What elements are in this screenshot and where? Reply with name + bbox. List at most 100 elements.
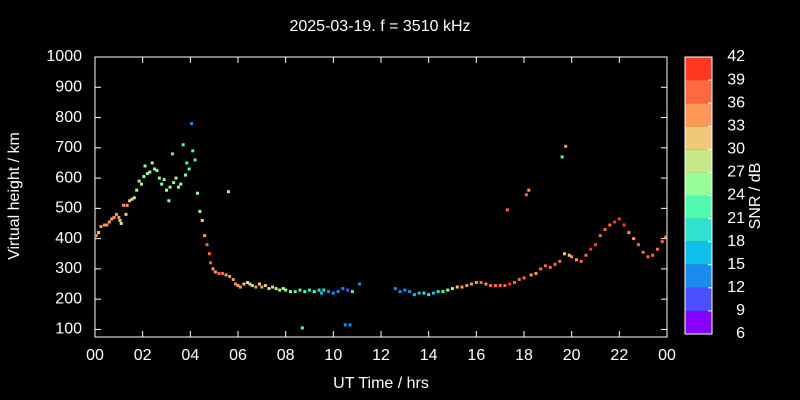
data-point [308, 288, 311, 292]
data-point [341, 287, 345, 291]
data-point [431, 291, 435, 295]
data-point [117, 215, 121, 219]
data-point [474, 281, 478, 285]
data-point [213, 270, 217, 274]
data-point [403, 288, 407, 292]
data-point [484, 282, 488, 286]
data-point [184, 173, 188, 177]
data-point [234, 282, 238, 286]
data-point [632, 237, 636, 241]
data-point [145, 172, 149, 176]
colorbar-tick-label: 12 [727, 279, 745, 296]
data-point [105, 223, 109, 227]
data-point [281, 287, 285, 291]
data-point [503, 284, 507, 288]
data-point [505, 208, 509, 212]
data-point [563, 252, 567, 256]
data-point [441, 290, 445, 294]
data-point [539, 267, 543, 271]
data-point [470, 282, 474, 286]
data-point [118, 218, 122, 222]
data-point [636, 243, 640, 247]
data-point [660, 240, 664, 244]
data-point [250, 284, 254, 288]
data-point [203, 234, 207, 238]
data-point [548, 265, 552, 269]
data-point [408, 290, 412, 294]
data-point [598, 234, 602, 238]
data-point [263, 284, 267, 288]
data-point [455, 285, 459, 289]
data-point [236, 284, 240, 288]
data-point [278, 288, 282, 292]
data-point [646, 255, 650, 259]
data-point [350, 290, 354, 294]
colorbar-band [685, 103, 712, 127]
data-point [231, 277, 235, 281]
data-point [327, 290, 331, 294]
data-point [191, 149, 195, 153]
data-point [489, 284, 493, 288]
colorbar-band [685, 57, 712, 81]
x-tick-label: 22 [610, 347, 628, 364]
data-point [398, 290, 402, 294]
x-tick-label: 12 [372, 347, 390, 364]
data-point [560, 155, 564, 159]
y-tick-label: 200 [55, 290, 82, 307]
data-point [248, 282, 252, 286]
data-point [112, 215, 116, 219]
data-point [465, 284, 469, 288]
data-point [317, 288, 321, 292]
x-tick-label: 00 [86, 347, 104, 364]
data-point [267, 287, 271, 291]
data-point [567, 253, 571, 257]
x-tick-label: 14 [420, 347, 438, 364]
data-point [179, 182, 183, 186]
data-point [584, 253, 588, 257]
data-point [574, 258, 578, 262]
data-point [110, 217, 114, 221]
data-point [613, 220, 617, 224]
colorbar-band [685, 126, 712, 150]
colorbar-band [685, 287, 712, 311]
data-point [300, 326, 304, 330]
data-point [125, 203, 129, 207]
y-tick-label: 400 [55, 230, 82, 247]
x-tick-label: 02 [134, 347, 152, 364]
data-point [242, 282, 246, 286]
data-point [422, 291, 426, 295]
data-point [346, 288, 350, 292]
x-tick-label: 16 [467, 347, 485, 364]
data-point [135, 188, 139, 192]
data-point [393, 287, 397, 291]
data-point [211, 267, 215, 271]
y-tick-label: 500 [55, 200, 82, 217]
data-point [553, 262, 557, 266]
data-point [254, 285, 258, 289]
data-point [114, 212, 118, 216]
data-point [641, 250, 645, 254]
data-point [288, 290, 292, 294]
x-tick-label: 00 [658, 347, 676, 364]
data-point [498, 284, 502, 288]
data-point [293, 290, 297, 294]
data-point [284, 288, 288, 292]
data-point [205, 243, 209, 247]
data-point [238, 285, 242, 289]
data-point [527, 188, 531, 192]
y-tick-label: 300 [55, 260, 82, 277]
data-point [603, 228, 607, 232]
data-point [303, 290, 307, 294]
colorbar-label: SNR / dB [747, 163, 764, 230]
data-point [228, 274, 232, 278]
data-point [427, 293, 431, 297]
data-point [172, 181, 176, 185]
x-tick-label: 08 [277, 347, 295, 364]
data-point [358, 282, 362, 286]
data-point [558, 259, 562, 263]
data-point [460, 285, 464, 289]
data-point [312, 290, 316, 294]
data-point [512, 281, 516, 285]
data-point [274, 287, 278, 291]
